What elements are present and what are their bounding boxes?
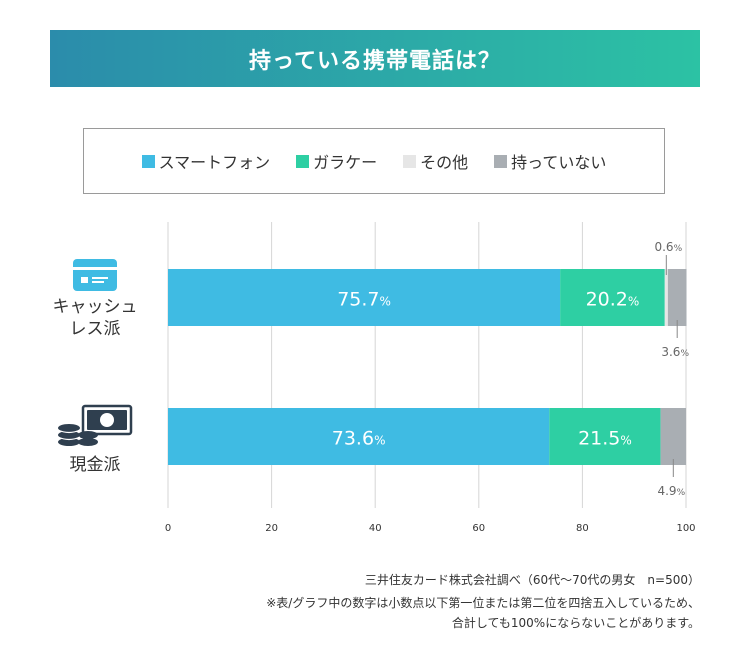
x-tick-label: 80 (576, 523, 589, 534)
legend-item-smartphone: スマートフォン (141, 149, 271, 173)
legend-item-none: 持っていない (494, 149, 606, 173)
legend-label: その他 (420, 153, 469, 172)
legend-item-feature-phone: ガラケー (296, 149, 377, 173)
data-label: 4.9% (657, 484, 685, 498)
x-tick-label: 60 (472, 523, 485, 534)
credit-card-icon (73, 259, 117, 291)
category-label: キャッシュ レス派 (52, 297, 138, 339)
footnote-rounding-note: ※表/グラフ中の数字は小数点以下第一位または第二位を四捨五入しているため、 (266, 596, 700, 610)
legend-swatch (494, 154, 508, 168)
cash-and-coins-icon (57, 404, 133, 446)
data-label: 73.6% (332, 428, 386, 450)
data-label: 20.2% (586, 289, 640, 311)
footnote-source: 三井住友カード株式会社調べ（60代〜70代の男女 n=500） (364, 573, 700, 587)
bar-segment (660, 408, 686, 465)
bar-segment (667, 269, 687, 326)
data-label: 0.6% (654, 240, 682, 254)
legend-label: 持っていない (511, 153, 607, 172)
legend-swatch (403, 154, 417, 168)
bar-segment (168, 269, 561, 326)
bar-segment (549, 408, 661, 465)
legend: スマートフォン ガラケー その他 持っていない (83, 128, 665, 194)
x-tick-label: 100 (676, 523, 695, 534)
x-tick-label: 20 (265, 523, 278, 534)
bar-segment (664, 269, 668, 326)
bar-segment (560, 269, 665, 326)
x-tick-label: 40 (369, 523, 382, 534)
legend-label: ガラケー (313, 153, 378, 172)
footnote-total-note: 合計しても100%にならないことがあります。 (451, 616, 700, 630)
legend-swatch (141, 154, 155, 168)
data-label: 3.6% (661, 345, 689, 359)
data-label: 75.7% (337, 289, 391, 311)
chart-title: 持っている携帯電話は？ (249, 48, 501, 74)
legend-label: スマートフォン (158, 153, 271, 172)
category-cashless: キャッシュ レス派 (40, 258, 150, 340)
x-tick-label: 0 (165, 523, 171, 534)
bar-segment (168, 408, 550, 465)
legend-swatch (296, 154, 310, 168)
category-cash: 現金派 (40, 404, 150, 476)
category-label: 現金派 (69, 455, 121, 475)
title-banner: 持っている携帯電話は？ (50, 30, 700, 87)
data-label: 21.5% (578, 428, 632, 450)
legend-item-other: その他 (403, 149, 468, 173)
